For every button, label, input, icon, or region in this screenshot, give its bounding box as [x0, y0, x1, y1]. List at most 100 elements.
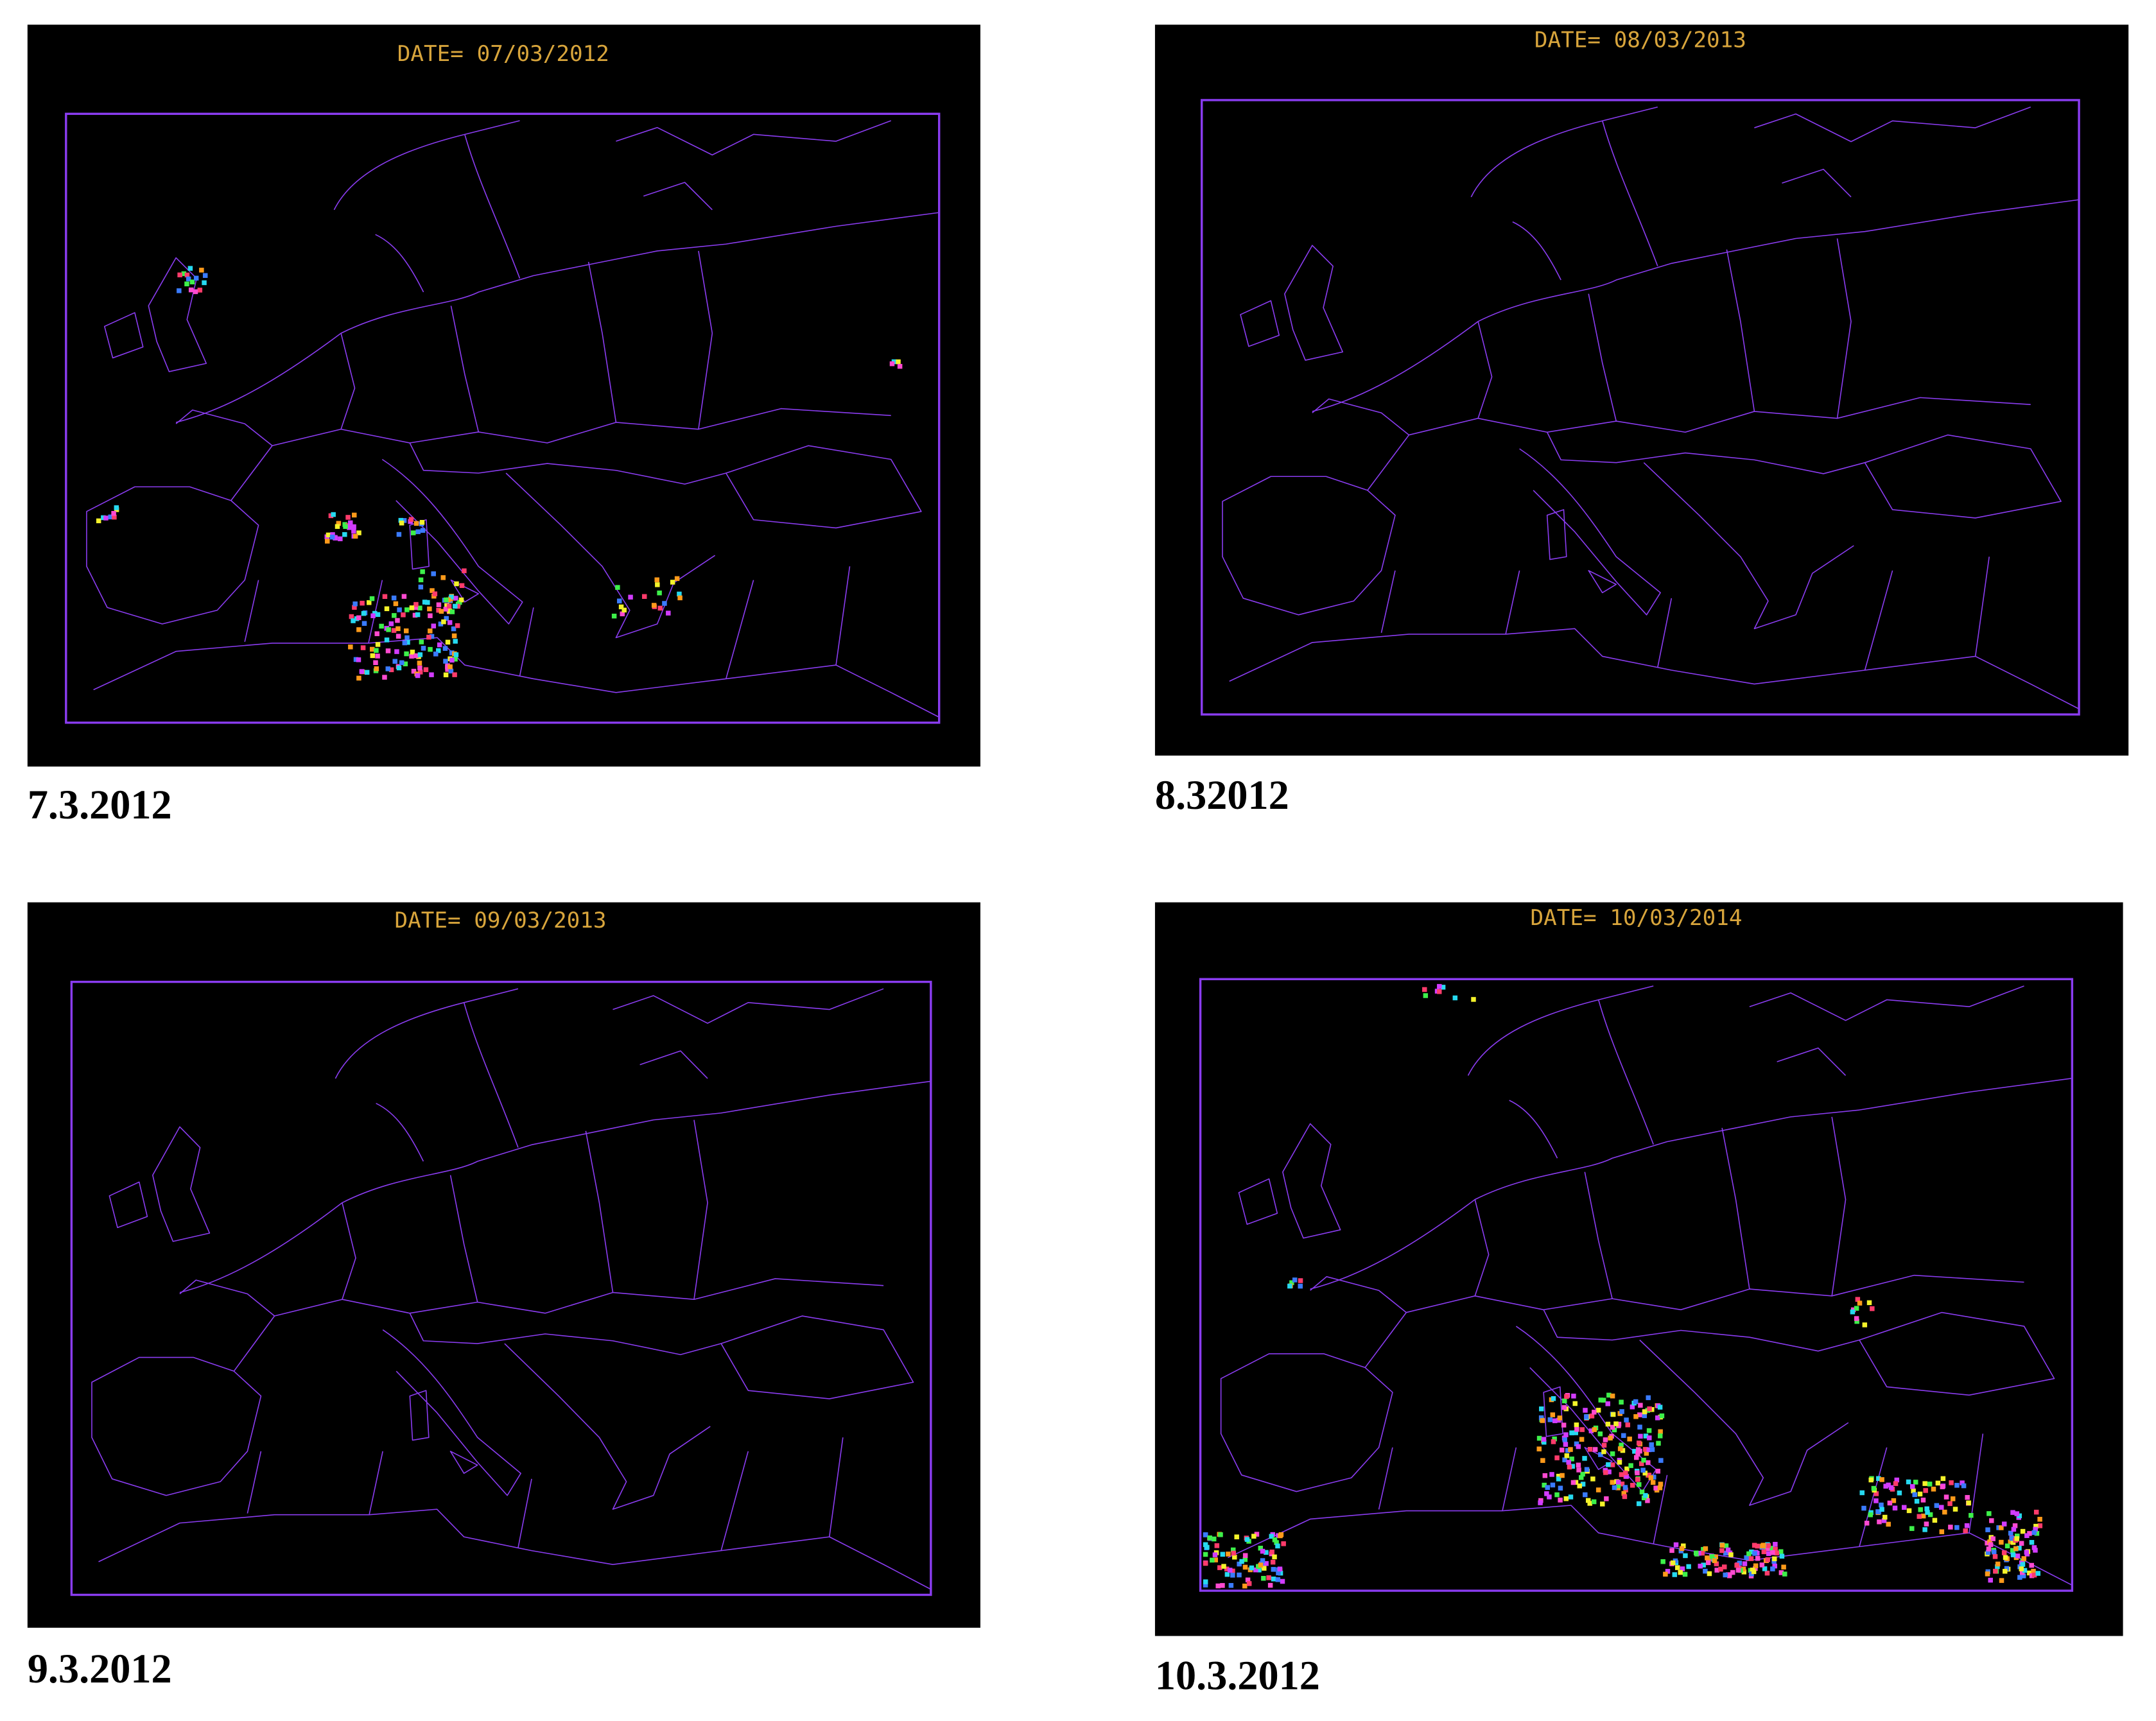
lightning-dot: [1642, 1470, 1647, 1476]
lightning-dot: [1587, 1501, 1592, 1506]
lightning-dot: [177, 272, 182, 278]
panel-caption: 7.3.2012: [28, 782, 172, 827]
lightning-dot: [1643, 1433, 1649, 1439]
coastline: [341, 251, 712, 432]
lightning-dot: [1881, 1518, 1887, 1523]
lightning-dot: [1251, 1534, 1256, 1539]
lightning-dot: [1569, 1457, 1574, 1462]
lightning-dot: [2017, 1513, 2022, 1519]
panel-title: DATE= 10/03/2014: [1530, 905, 1742, 931]
lightning-dot: [1542, 1439, 1547, 1445]
lightning-dot: [1988, 1542, 1994, 1547]
lightning-dot: [1574, 1422, 1579, 1428]
map-background: [1154, 902, 2123, 1636]
lightning-dot: [1742, 1561, 1748, 1566]
lightning-dot: [1870, 1306, 1875, 1311]
coastline: [1859, 1313, 2055, 1396]
lightning-dot: [181, 271, 187, 277]
lightning-dot: [1280, 1578, 1285, 1584]
lightning-dot: [1993, 1568, 1998, 1574]
lightning-dot: [1452, 995, 1458, 1001]
lightning-dot: [1203, 1552, 1208, 1557]
lightning-dot: [1545, 1485, 1551, 1490]
coastline: [334, 121, 519, 292]
lightning-dot: [2031, 1545, 2037, 1550]
lightning-dot: [404, 607, 410, 612]
lightning-dot: [370, 646, 375, 652]
coastline: [1310, 1078, 2073, 1289]
lightning-dot: [1686, 1564, 1691, 1570]
coastline: [180, 1280, 275, 1371]
lightning-dot: [1551, 1439, 1556, 1444]
lightning-dot: [1573, 1430, 1578, 1435]
lightning-dot: [356, 657, 361, 662]
lightning-dot: [1653, 1485, 1658, 1491]
lightning-dot: [401, 518, 407, 523]
lightning-dot: [1679, 1546, 1685, 1552]
coastline: [94, 637, 939, 717]
lightning-dot: [395, 618, 400, 623]
lightning-dot: [1755, 1550, 1760, 1556]
lightning-dot: [2024, 1550, 2030, 1555]
lightning-dot: [1260, 1548, 1265, 1554]
lightning-dot: [1261, 1575, 1266, 1581]
lightning-dot: [1234, 1534, 1239, 1539]
coastline: [721, 1316, 913, 1399]
lightning-dot: [2014, 1511, 2020, 1516]
lightning-dot: [388, 621, 394, 627]
lightning-dot: [1888, 1485, 1894, 1491]
lightning-dot: [1623, 1487, 1628, 1492]
lightning-dot: [187, 266, 193, 271]
lightning-dot: [189, 279, 195, 284]
lightning-dot: [426, 634, 431, 640]
lightning-dot: [1570, 1480, 1576, 1485]
lightning-dot: [419, 639, 424, 644]
lightning-dot: [392, 613, 397, 618]
lightning-dot: [1249, 1565, 1255, 1571]
lightning-dot: [1931, 1486, 1936, 1492]
lightning-dot: [657, 605, 663, 611]
lightning-dot: [1705, 1560, 1711, 1566]
lightning-dot: [1563, 1442, 1569, 1447]
lightning-dot: [1678, 1570, 1683, 1575]
lightning-dot: [1752, 1543, 1757, 1548]
coastline: [1468, 986, 1654, 1158]
lightning-dot: [1772, 1556, 1777, 1562]
coastline: [1640, 1340, 1848, 1506]
lightning-dot: [1746, 1551, 1752, 1557]
lightning-dot: [1992, 1549, 1997, 1555]
coastline: [1228, 1505, 2072, 1585]
lightning-dot: [439, 609, 444, 614]
lightning-dot: [1571, 1394, 1576, 1399]
lightning-dot: [1940, 1484, 1945, 1489]
lightning-dot: [1778, 1549, 1784, 1554]
lightning-dot: [1707, 1571, 1712, 1577]
coastline: [153, 1127, 210, 1241]
lightning-dot: [369, 596, 375, 601]
lightning-dot: [2017, 1575, 2022, 1580]
lightning-dot: [1985, 1540, 1990, 1546]
lightning-dot: [1552, 1436, 1557, 1442]
lightning-dot: [455, 623, 460, 628]
lightning-dot: [1906, 1479, 1911, 1485]
lightning-dot: [1242, 1557, 1248, 1562]
lightning-dot: [1231, 1547, 1236, 1553]
coastlines: [1203, 983, 2073, 1589]
lightning-dot: [1237, 1561, 1242, 1567]
coastline: [1543, 1310, 1859, 1351]
lightning-dot: [425, 600, 430, 605]
lightning-dot: [1574, 1426, 1579, 1432]
lightning-dot: [618, 604, 624, 610]
lightning-dot: [1633, 1399, 1639, 1405]
lightning-dot: [413, 601, 419, 607]
coastline: [275, 1279, 884, 1316]
lightning-dot: [1755, 1556, 1760, 1561]
lightning-dot: [1267, 1582, 1273, 1588]
lightning-dot: [1624, 1466, 1630, 1472]
lightning-dot: [1765, 1546, 1771, 1552]
lightning-dot: [1540, 1458, 1545, 1463]
panel-title: DATE= 08/03/2013: [1534, 28, 1746, 53]
lightning-dot: [448, 664, 453, 670]
lightning-dot: [1990, 1536, 1995, 1541]
lightning-dot: [1625, 1422, 1630, 1428]
